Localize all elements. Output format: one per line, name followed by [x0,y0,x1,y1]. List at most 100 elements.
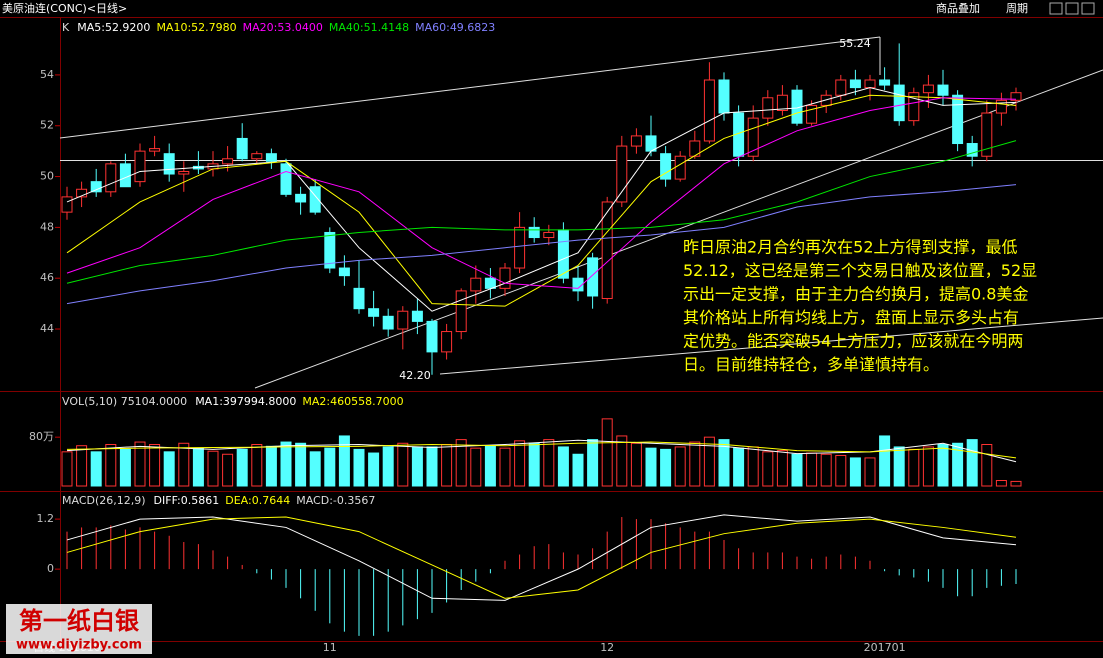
volume-bar [966,439,978,487]
candle-body [908,92,920,122]
candle-body [105,163,117,193]
volume-bar [105,443,117,487]
candle-body [426,320,438,353]
legend-entry: MA20:53.0400 [243,21,323,34]
candle-body [703,79,715,142]
y-tick-label: 80万 [29,430,54,443]
line [66,516,1017,599]
volume-bar [76,445,88,487]
watermark-title: 第一纸白银 [19,607,140,635]
header-button[interactable]: 商品叠加 [936,1,980,15]
volume-bar [747,446,759,487]
volume-bar [543,439,555,487]
volume-bar [484,445,496,487]
line [66,140,1017,284]
volume-bar [470,447,482,487]
y-tick-label: 44 [40,322,54,335]
candle-body [981,112,993,157]
volume-bar [265,445,277,487]
candle-body [368,308,380,317]
candle-body [514,226,526,269]
volume-bar [893,446,905,487]
candle-body [251,153,263,160]
candle-body [222,158,234,165]
candle-body [747,117,759,157]
line [66,441,1017,459]
legend-entry: MA2:460558.7000 [302,395,403,408]
volume-bar [981,443,993,487]
volume-bar [163,451,175,487]
icon-button[interactable] [1065,2,1079,15]
y-tick-label: 46 [40,271,54,284]
volume-bar [572,453,584,487]
candle-body [397,310,409,330]
volume-bar [338,435,350,487]
candle-body [630,135,642,147]
candle-body [572,277,584,292]
volume-bar [674,446,686,487]
candle-body [601,201,613,300]
candle-body [76,188,88,198]
volume-bar [601,418,613,487]
candle-body [411,310,423,322]
volume-bar [499,447,511,487]
header-bar [0,0,1103,17]
legend-entry: MA60:49.6823 [415,21,495,34]
volume-bar [689,441,701,487]
candle-body [543,231,555,239]
note-line: 昨日原油2月合约再次在52上方得到支撑，最低 [683,238,1018,257]
volume-bar [922,446,934,487]
candle-body [995,99,1007,114]
watermark-box [6,604,152,654]
legend-entry: MACD:-0.3567 [296,494,375,507]
icon-button[interactable] [1049,2,1063,15]
note-line: 52.12，这已经是第三个交易日触及该位置，52显 [683,261,1037,280]
candle-body [937,84,949,96]
candle-body [835,79,847,96]
watermark-url: www.diyizby.com [16,638,142,653]
candle-body [660,153,672,180]
plot: K MA5:52.9200 MA10:52.7980 MA20:53.0400 MA40… [29,21,1022,654]
volume-bar [864,457,876,487]
line [66,439,1017,463]
candle-body [455,290,467,333]
candle-body [616,145,628,203]
line [66,87,1017,312]
note-line: 日。目前维持轻仓，多单谨慎持有。 [683,355,939,374]
candle-body [879,79,891,86]
volume-bar [382,446,394,487]
volume-bar [587,439,599,487]
candle-body [236,137,248,160]
volume-bar [441,443,453,487]
volume-bar [192,447,204,487]
y-tick-label: 48 [40,220,54,233]
legend-label: MACD(26,12,9) [62,494,146,507]
candle-body [470,277,482,292]
candle-body [178,170,190,175]
high-label: 55.24 [839,37,871,50]
candle-body [776,94,788,111]
trend-line [439,317,1103,375]
candle-body [849,79,861,89]
candle-body [864,79,876,89]
volume-bar [937,443,949,487]
candle-body [718,79,730,114]
volume-bar [134,441,146,487]
icon-button[interactable] [1081,2,1095,15]
candle-body [163,153,175,175]
volume-bar [455,439,467,487]
candle-body [324,231,336,269]
y-tick-label: 50 [40,170,54,183]
candle-body [893,84,905,122]
y-tick-label: 1.2 [37,512,55,525]
candle-body [265,153,277,162]
legend-label: VOL(5,10) 75104.0000 [62,395,187,408]
line [66,184,1017,305]
volume-bar [178,442,190,487]
volume-bar [280,441,292,487]
volume-bar [397,442,409,487]
volume-bar [90,451,102,487]
header-button[interactable]: 周期 [1006,2,1028,15]
note: 昨日原油2月合约再次在52上方得到支撑，最低 52.12，这已经是第三个交易日触及… [683,238,1037,375]
candle-body [119,163,131,188]
